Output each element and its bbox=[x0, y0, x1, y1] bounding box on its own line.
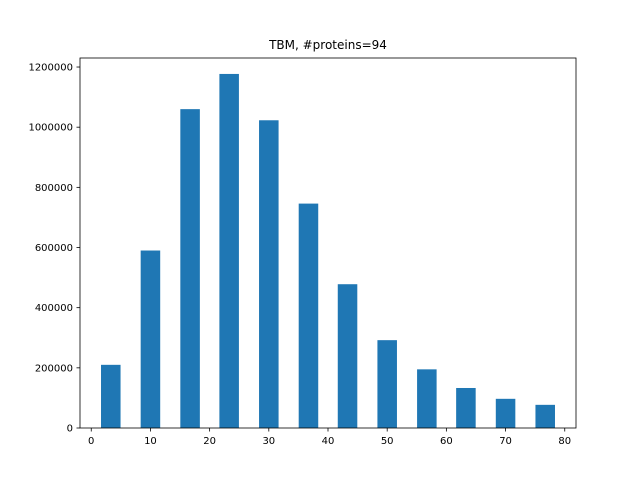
bar bbox=[140, 250, 161, 428]
chart-title: TBM, #proteins=94 bbox=[268, 38, 387, 52]
y-tick-label: 1000000 bbox=[28, 123, 73, 134]
x-tick-label: 50 bbox=[381, 436, 394, 447]
x-tick-label: 0 bbox=[88, 436, 94, 447]
bar bbox=[337, 284, 358, 428]
bars-group bbox=[101, 73, 555, 429]
x-tick-label: 70 bbox=[499, 436, 512, 447]
bar bbox=[456, 387, 476, 428]
bar bbox=[377, 340, 397, 428]
x-tick-label: 60 bbox=[440, 436, 453, 447]
y-tick-label: 200000 bbox=[35, 363, 73, 374]
y-tick-label: 800000 bbox=[35, 183, 73, 194]
y-tick-label: 0 bbox=[67, 424, 73, 435]
x-tick-label: 10 bbox=[144, 436, 157, 447]
x-tick-label: 20 bbox=[203, 436, 216, 447]
x-tick-label: 40 bbox=[322, 436, 335, 447]
bar bbox=[417, 369, 437, 428]
x-axis-ticks: 0 10 20 30 40 50 60 70 80 bbox=[88, 428, 571, 447]
bar bbox=[535, 404, 555, 428]
x-tick-label: 30 bbox=[262, 436, 275, 447]
y-axis-ticks: 0 200000 400000 600000 800000 1000000 1200000 bbox=[28, 63, 80, 435]
y-tick-label: 1200000 bbox=[28, 63, 73, 74]
y-tick-label: 400000 bbox=[35, 303, 73, 314]
x-tick-label: 80 bbox=[558, 436, 571, 447]
bar bbox=[259, 120, 279, 428]
bar bbox=[101, 364, 121, 428]
bar bbox=[298, 203, 319, 428]
bar bbox=[219, 73, 239, 429]
plot-frame bbox=[79, 57, 577, 429]
bar bbox=[180, 109, 200, 428]
y-tick-label: 600000 bbox=[35, 243, 73, 254]
bar bbox=[495, 398, 516, 428]
